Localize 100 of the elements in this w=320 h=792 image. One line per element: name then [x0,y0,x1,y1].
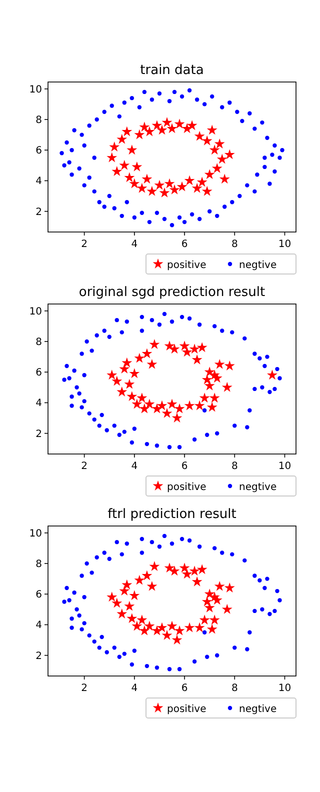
point [194,622,205,632]
point [112,598,122,608]
point [139,122,150,132]
point [212,162,222,173]
point [172,634,182,644]
point [146,186,158,196]
point [199,392,210,403]
x-tick-label: 6 [181,239,188,250]
point [222,604,232,614]
legend-label: positive [167,704,206,715]
point [189,344,200,354]
x-tick-label: 2 [81,239,88,250]
point [132,161,142,172]
x-tick-label: 4 [131,683,138,694]
y-tick-label: 2 [36,650,42,662]
point [149,561,160,572]
point [162,117,172,128]
point [182,346,192,357]
point [214,138,225,148]
point [124,172,135,182]
point [134,574,145,585]
point [116,134,128,144]
point [219,174,230,184]
point [166,398,178,409]
point [132,398,142,409]
chart-title: train data [140,63,204,78]
point [209,144,220,155]
point [116,608,128,618]
point [202,135,212,146]
point [196,564,208,574]
point [204,169,215,180]
point [132,620,142,631]
point [164,178,175,188]
legend-label: negtive [239,260,277,271]
point [142,348,152,358]
point [122,357,132,368]
y-tick-label: 2 [36,428,42,440]
legend-label: negtive [239,482,277,493]
y-tick-label: 6 [36,590,42,601]
point [119,586,130,596]
point [184,622,195,632]
point [169,184,180,194]
point [174,403,185,414]
point [106,592,118,602]
point [214,358,225,369]
point [166,620,178,631]
x-tick-label: 8 [231,461,238,472]
point [119,364,130,374]
point [156,124,168,135]
point [172,412,182,422]
point [142,174,152,184]
point [209,614,220,625]
point [129,368,140,378]
point [192,354,202,364]
point [146,358,158,369]
point [184,400,195,410]
point [124,600,135,611]
point [144,398,155,409]
point [206,124,218,135]
point [209,392,220,403]
point [214,580,225,591]
y-tick-label: 10 [29,306,42,318]
y-tick-label: 4 [36,398,42,410]
point [129,178,140,188]
y-tick-label: 6 [36,146,42,157]
point [142,570,152,580]
point [176,181,188,192]
point [116,386,128,396]
x-tick-label: 2 [81,461,88,472]
point [112,166,122,176]
point [122,579,132,590]
x-tick-label: 6 [181,461,188,472]
x-tick-label: 8 [231,683,238,694]
point [154,180,165,190]
point [126,391,138,402]
point [206,402,218,412]
point [134,129,145,140]
x-tick-label: 2 [81,683,88,694]
point [189,566,200,576]
x-tick-label: 8 [231,239,238,250]
y-tick-label: 8 [36,115,42,126]
y-tick-label: 4 [36,176,42,188]
legend-label: positive [167,260,206,271]
point [204,602,215,612]
point [159,187,170,198]
point [156,400,168,410]
point [124,378,135,389]
point [222,382,232,392]
point [194,400,205,410]
point [119,160,130,170]
point [192,182,202,193]
point [216,154,228,164]
point [134,352,145,363]
chart-title: original sgd prediction result [78,285,266,300]
point [162,630,172,640]
point [144,620,155,631]
point [162,408,172,418]
point [106,370,118,380]
point [139,403,150,414]
point [202,186,212,196]
